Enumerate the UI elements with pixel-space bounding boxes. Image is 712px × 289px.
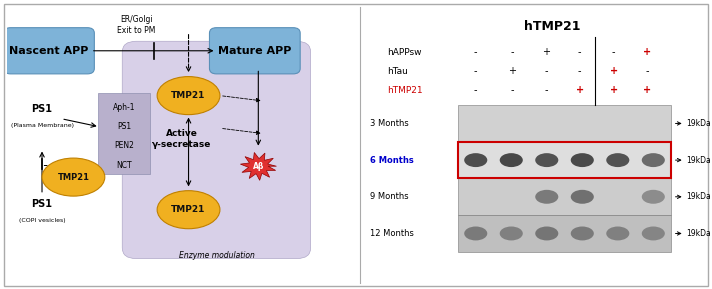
Text: PEN2: PEN2 [114, 142, 134, 151]
Ellipse shape [535, 190, 558, 204]
Text: Mature APP: Mature APP [218, 46, 291, 56]
Text: TMP21: TMP21 [172, 205, 206, 214]
Text: -: - [544, 66, 548, 76]
Ellipse shape [500, 153, 523, 167]
Bar [458, 142, 671, 179]
Text: +: + [609, 85, 617, 95]
Ellipse shape [535, 153, 558, 167]
Ellipse shape [535, 227, 558, 240]
Text: 6 Months: 6 Months [370, 155, 414, 165]
Text: -: - [473, 85, 476, 95]
Text: hAPPsw: hAPPsw [387, 48, 422, 57]
Text: +: + [609, 66, 617, 76]
Text: -: - [473, 47, 476, 57]
Text: -: - [511, 47, 514, 57]
FancyBboxPatch shape [209, 28, 300, 74]
Text: Enzyme modulation: Enzyme modulation [179, 251, 254, 260]
Ellipse shape [642, 190, 665, 204]
Text: (Plasma Membrane): (Plasma Membrane) [11, 123, 73, 128]
FancyBboxPatch shape [122, 41, 310, 259]
Text: -: - [578, 47, 582, 57]
Text: +: + [508, 66, 516, 76]
Text: Aph-1: Aph-1 [112, 103, 135, 112]
Text: Aβ: Aβ [253, 162, 264, 171]
Text: hTMP21: hTMP21 [525, 20, 581, 33]
Ellipse shape [157, 191, 220, 229]
Text: 9 Months: 9 Months [370, 192, 409, 201]
Bar [458, 179, 671, 215]
Text: TMP21: TMP21 [172, 91, 206, 100]
Text: hTau: hTau [387, 67, 408, 76]
Text: +: + [576, 85, 584, 95]
Text: 19kDa: 19kDa [686, 229, 711, 238]
Ellipse shape [42, 158, 105, 196]
Text: +: + [644, 85, 651, 95]
Text: +: + [644, 47, 651, 57]
Text: -: - [473, 66, 476, 76]
FancyBboxPatch shape [98, 93, 150, 174]
Text: -: - [578, 66, 582, 76]
Text: 19kDa: 19kDa [686, 119, 711, 128]
Text: +: + [542, 47, 550, 57]
Text: PS1: PS1 [117, 123, 131, 131]
Text: -: - [646, 66, 649, 76]
Text: Nascent APP: Nascent APP [9, 46, 89, 56]
Text: PS1: PS1 [31, 104, 53, 114]
Ellipse shape [571, 190, 594, 204]
Bar [458, 215, 671, 252]
Text: PS1: PS1 [31, 199, 53, 209]
Ellipse shape [606, 227, 629, 240]
Text: -: - [612, 47, 615, 57]
Text: NCT: NCT [116, 160, 132, 170]
Text: -: - [544, 85, 548, 95]
Text: TMP21: TMP21 [58, 173, 90, 181]
Text: (COPI vesicles): (COPI vesicles) [19, 218, 66, 223]
Text: 12 Months: 12 Months [370, 229, 414, 238]
Text: hTMP21: hTMP21 [387, 86, 423, 95]
Bar [458, 105, 671, 142]
Text: 19kDa: 19kDa [686, 155, 711, 165]
Text: Active
γ-secretase: Active γ-secretase [152, 129, 211, 149]
Ellipse shape [642, 227, 665, 240]
Bar [458, 142, 671, 179]
Polygon shape [241, 153, 276, 180]
Ellipse shape [464, 227, 487, 240]
Ellipse shape [464, 153, 487, 167]
Ellipse shape [500, 227, 523, 240]
Ellipse shape [571, 153, 594, 167]
Ellipse shape [571, 227, 594, 240]
Ellipse shape [642, 153, 665, 167]
Ellipse shape [606, 153, 629, 167]
Text: -: - [511, 85, 514, 95]
Text: 3 Months: 3 Months [370, 119, 409, 128]
Text: ER/Golgi
Exit to PM: ER/Golgi Exit to PM [117, 15, 155, 35]
Ellipse shape [157, 77, 220, 115]
FancyBboxPatch shape [4, 28, 94, 74]
Text: 19kDa: 19kDa [686, 192, 711, 201]
